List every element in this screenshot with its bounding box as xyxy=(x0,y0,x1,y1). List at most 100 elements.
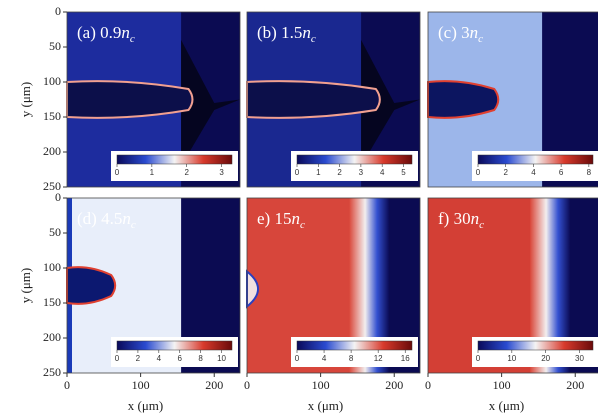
y-tick-label: 0 xyxy=(55,4,61,18)
x-tick-label: 100 xyxy=(493,378,511,392)
colorbar-tick-label: 4 xyxy=(157,354,162,363)
x-tick-label: 200 xyxy=(385,378,403,392)
panel-label-var: n xyxy=(471,209,480,228)
channel xyxy=(246,80,381,119)
colorbar-scale xyxy=(477,340,594,351)
y-axis-label: y (μm) xyxy=(18,82,33,118)
colorbar-tick-label: 8 xyxy=(587,168,592,177)
panel-label: (c) 3nc xyxy=(438,23,483,45)
y-tick-label: 250 xyxy=(43,365,61,379)
panel-label-sub: c xyxy=(130,33,135,45)
panel-label-sub: c xyxy=(300,219,305,231)
panel: f) 30nc 0 10 20 30 0 100 200 x (μm) xyxy=(425,197,598,413)
y-tick-label: 100 xyxy=(43,260,61,274)
panel-label: f) 30nc xyxy=(438,209,484,231)
panel-label-text: (a) 0.9 xyxy=(77,23,121,42)
panel-label-var: n xyxy=(291,209,300,228)
spike xyxy=(181,40,240,166)
panel-label-var: n xyxy=(470,23,479,42)
panel-label-sub: c xyxy=(131,219,136,231)
colorbar-tick-label: 10 xyxy=(507,354,516,363)
x-axis-label: x (μm) xyxy=(489,398,525,413)
colorbar-tick-label: 30 xyxy=(575,354,584,363)
x-tick-label: 200 xyxy=(566,378,584,392)
colorbar-tick-label: 0 xyxy=(295,168,300,177)
colorbar-tick-label: 16 xyxy=(401,354,410,363)
panel-label-sub: c xyxy=(311,33,316,45)
colorbar-tick-label: 4 xyxy=(531,168,536,177)
x-tick-label: 100 xyxy=(312,378,330,392)
colorbar-scale xyxy=(116,340,233,351)
colorbar-scale xyxy=(296,340,413,351)
panel: (a) 0.9nc 0 1 2 3 0 50 100 150 200 250 y (μm) xyxy=(18,4,241,193)
colorbar-tick-label: 0 xyxy=(115,354,120,363)
colorbar-tick-label: 0 xyxy=(115,168,120,177)
frame xyxy=(246,11,421,188)
y-tick-label: 50 xyxy=(49,225,61,239)
panel-label-sub: c xyxy=(478,33,483,45)
x-tick-label: 0 xyxy=(64,378,70,392)
colorbar-tick-label: 6 xyxy=(178,354,183,363)
panel: (c) 3nc 0 2 4 6 8 xyxy=(427,11,598,188)
panel-label: (a) 0.9nc xyxy=(77,23,135,45)
frame xyxy=(427,11,598,188)
panel: (b) 1.5nc 0 1 2 3 4 5 xyxy=(246,11,421,188)
channel xyxy=(66,266,117,305)
panel-label-text: (b) 1.5 xyxy=(257,23,302,42)
x-tick-label: 0 xyxy=(425,378,431,392)
y-axis-label: y (μm) xyxy=(18,268,33,304)
frame xyxy=(66,197,241,374)
colorbar-tick-label: 3 xyxy=(219,168,224,177)
colorbar-tick-label: 6 xyxy=(559,168,564,177)
channel xyxy=(66,80,194,119)
colorbar-tick-label: 0 xyxy=(476,168,481,177)
colorbar-tick-label: 2 xyxy=(184,168,189,177)
colorbar-scale xyxy=(477,154,594,165)
x-tick-label: 100 xyxy=(132,378,150,392)
panel-label-var: n xyxy=(302,23,311,42)
panel-label: (d) 4.5nc xyxy=(77,209,136,231)
y-tick-label: 150 xyxy=(43,295,61,309)
colorbar-tick-label: 0 xyxy=(476,354,481,363)
panel: e) 15nc 0 4 8 12 16 0 100 200 x (μm) xyxy=(244,197,421,413)
frame xyxy=(66,11,241,188)
channel xyxy=(427,80,500,119)
colorbar-tick-label: 1 xyxy=(316,168,321,177)
colorbar-tick-label: 12 xyxy=(374,354,383,363)
colorbar-tick-label: 3 xyxy=(359,168,364,177)
y-tick-label: 250 xyxy=(43,179,61,193)
colorbar-tick-label: 4 xyxy=(380,168,385,177)
panel-label: e) 15nc xyxy=(257,209,305,231)
colorbar-tick-label: 2 xyxy=(503,168,508,177)
panel-label: (b) 1.5nc xyxy=(257,23,316,45)
y-tick-label: 100 xyxy=(43,74,61,88)
y-tick-label: 200 xyxy=(43,330,61,344)
colorbar-tick-label: 10 xyxy=(217,354,226,363)
colorbar-scale xyxy=(296,154,413,165)
colorbar-tick-label: 2 xyxy=(337,168,342,177)
x-tick-label: 0 xyxy=(244,378,250,392)
x-axis-label: x (μm) xyxy=(308,398,344,413)
panel-label-text: f) 30 xyxy=(438,209,471,228)
colorbar-tick-label: 2 xyxy=(136,354,141,363)
panel-label-var: n xyxy=(121,23,130,42)
panel-label-text: (c) 3 xyxy=(438,23,470,42)
colorbar-tick-label: 20 xyxy=(541,354,550,363)
y-tick-label: 50 xyxy=(49,39,61,53)
colorbar-tick-label: 0 xyxy=(295,354,300,363)
x-tick-label: 200 xyxy=(205,378,223,392)
colorbar-tick-label: 1 xyxy=(150,168,155,177)
colorbar-tick-label: 8 xyxy=(349,354,354,363)
panel-label-var: n xyxy=(122,209,131,228)
colorbar-tick-label: 4 xyxy=(322,354,327,363)
colorbar-scale xyxy=(116,154,233,165)
panel-label-text: (d) 4.5 xyxy=(77,209,122,228)
y-tick-label: 200 xyxy=(43,144,61,158)
frame xyxy=(246,197,421,374)
panel-label-text: e) 15 xyxy=(257,209,291,228)
colorbar-tick-label: 5 xyxy=(401,168,406,177)
y-tick-label: 150 xyxy=(43,109,61,123)
frame xyxy=(427,197,598,374)
